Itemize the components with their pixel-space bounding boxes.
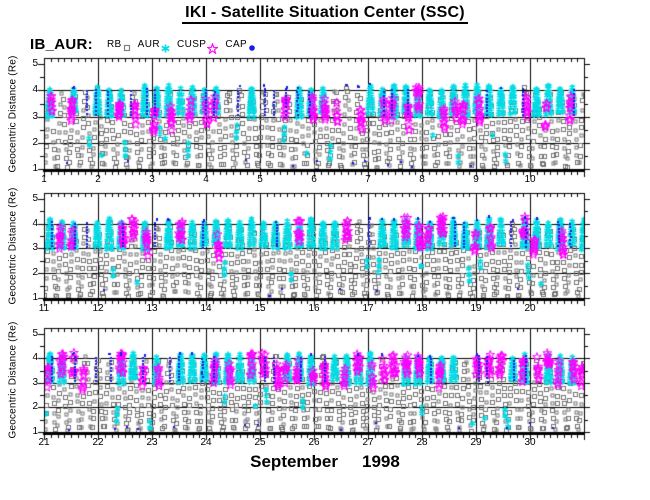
y-tick-label: 3 (32, 110, 38, 122)
x-tick-label: 5 (257, 174, 263, 185)
x-tick-label: 9 (473, 174, 479, 185)
x-tick-label: 13 (146, 303, 158, 314)
year-label: 1998 (362, 452, 400, 471)
x-tick-label: 2 (95, 174, 101, 185)
legend-label-rb: RB (106, 38, 122, 50)
x-tick-label: 25 (254, 437, 266, 448)
x-tick-label: 16 (308, 303, 320, 314)
y-tick-label: 5 (32, 327, 38, 339)
x-tick-label: 28 (416, 437, 428, 448)
x-tick-label: 15 (254, 303, 266, 314)
x-tick-label: 27 (362, 437, 374, 448)
x-tick-label: 11 (38, 303, 50, 314)
month-label: September (250, 452, 339, 471)
x-tick-label: 30 (524, 437, 536, 448)
x-tick-label: 20 (524, 303, 536, 314)
y-tick-label: 4 (32, 217, 38, 229)
x-tick-label: 18 (416, 303, 428, 314)
cusp-star-icon (207, 42, 219, 54)
x-tick-label: 21 (38, 437, 50, 448)
rb-square-icon (123, 44, 130, 52)
y-tick-label: 3 (32, 242, 38, 254)
x-tick-label: 26 (308, 437, 320, 448)
legend-item-cusp: CUSP (176, 38, 219, 54)
page-title: IKI - Satellite Situation Center (SSC) (0, 4, 650, 24)
y-axis-title: Geocentric Distance (Re) (7, 54, 19, 173)
y-tick-label: 2 (32, 401, 38, 413)
rb-square-shape (123, 44, 130, 52)
y-tick-label: 5 (32, 192, 38, 204)
x-tick-label: 8 (419, 174, 425, 185)
legend-label-cusp: CUSP (176, 38, 207, 50)
legend: IB_AUR: RB AUR CUSP CAP (30, 34, 263, 54)
page-title-text: IKI - Satellite Situation Center (SSC) (182, 4, 468, 24)
x-tick-label: 22 (92, 437, 104, 448)
legend-label-aur: AUR (137, 38, 160, 50)
x-tick-label: 10 (524, 174, 536, 185)
y-tick-label: 2 (32, 136, 38, 148)
x-tick-label: 4 (203, 174, 209, 185)
y-tick-label: 4 (32, 352, 38, 364)
legend-label-cap: CAP (225, 38, 248, 50)
cap-circle-icon (249, 45, 255, 51)
y-tick-label: 1 (32, 163, 38, 174)
y-tick-label: 5 (32, 58, 38, 70)
y-axis-title: Geocentric Distance (Re) (7, 186, 19, 305)
cusp-star-shape (207, 42, 219, 54)
aur-asterisk-shape (161, 44, 170, 52)
date-label: September 1998 (0, 452, 650, 472)
x-tick-label: 14 (200, 303, 212, 314)
x-tick-label: 23 (146, 437, 158, 448)
y-tick-label: 4 (32, 84, 38, 96)
y-tick-label: 1 (32, 292, 38, 303)
x-tick-label: 3 (149, 174, 155, 185)
y-tick-label: 2 (32, 267, 38, 279)
x-tick-label: 7 (365, 174, 371, 185)
x-tick-label: 6 (311, 174, 317, 185)
y-axis-title: Geocentric Distance (Re) (7, 321, 19, 439)
x-tick-label: 1 (41, 174, 47, 185)
x-tick-label: 12 (92, 303, 104, 314)
x-tick-label: 24 (200, 437, 212, 448)
x-tick-label: 19 (470, 303, 482, 314)
y-tick-label: 1 (32, 426, 38, 437)
y-tick-label: 3 (32, 376, 38, 388)
x-tick-label: 29 (470, 437, 482, 448)
legend-item-rb: RB (106, 38, 131, 52)
legend-item-aur: AUR (137, 38, 170, 52)
legend-key: IB_AUR: (30, 35, 93, 53)
aur-asterisk-icon (161, 44, 170, 52)
cap-circle-shape (249, 45, 255, 51)
x-tick-label: 17 (362, 303, 374, 314)
legend-item-cap: CAP (225, 38, 256, 51)
